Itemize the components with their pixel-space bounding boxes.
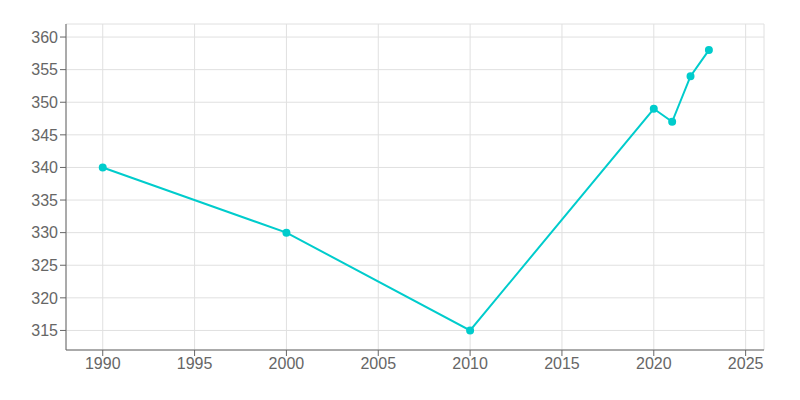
svg-text:1995: 1995 (177, 355, 213, 372)
svg-text:1990: 1990 (85, 355, 121, 372)
svg-text:360: 360 (31, 29, 58, 46)
svg-text:2020: 2020 (636, 355, 672, 372)
svg-text:2010: 2010 (452, 355, 488, 372)
svg-text:320: 320 (31, 290, 58, 307)
svg-text:345: 345 (31, 127, 58, 144)
svg-text:335: 335 (31, 192, 58, 209)
svg-text:330: 330 (31, 224, 58, 241)
svg-text:2005: 2005 (360, 355, 396, 372)
svg-text:2025: 2025 (728, 355, 764, 372)
svg-text:315: 315 (31, 322, 58, 339)
svg-text:350: 350 (31, 94, 58, 111)
svg-text:325: 325 (31, 257, 58, 274)
svg-text:340: 340 (31, 159, 58, 176)
svg-text:2015: 2015 (544, 355, 580, 372)
svg-text:2000: 2000 (269, 355, 305, 372)
svg-text:355: 355 (31, 61, 58, 78)
